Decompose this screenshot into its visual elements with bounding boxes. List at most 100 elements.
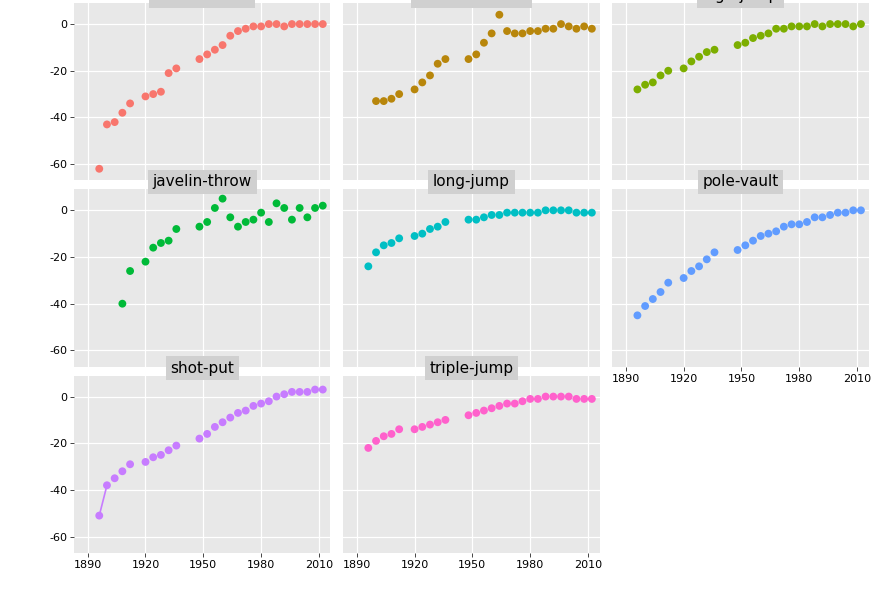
Point [561,205,575,215]
Point [169,441,183,450]
Point [485,403,498,413]
Point [746,236,760,246]
Point [408,425,422,434]
Point [369,436,383,446]
Point [361,262,375,271]
Point [646,294,660,304]
Point [384,94,398,104]
Point [470,49,484,59]
Point [208,45,222,54]
Point [278,203,292,213]
Point [262,397,276,406]
Point [154,87,168,97]
Point [254,21,268,31]
Point [231,408,245,418]
Point [539,205,553,215]
Point [800,21,814,31]
Point [661,278,675,288]
Point [316,385,330,395]
Point [200,429,214,439]
Point [361,443,375,453]
Point [846,21,860,31]
Point [208,422,222,432]
Point [815,21,829,31]
Point [115,299,129,309]
Point [554,19,568,29]
Point [408,84,422,94]
Point [539,392,553,401]
Point [531,208,545,218]
Point [308,19,322,29]
Point [416,78,430,87]
Point [485,210,498,220]
Point [815,213,829,222]
Point [146,243,160,252]
Point [707,247,721,257]
Point [93,164,107,174]
Point [700,47,714,57]
Point [123,98,137,108]
Point [408,231,422,241]
Point [539,24,553,34]
Point [278,21,292,31]
Text: discus-throw: discus-throw [154,0,251,3]
Point [839,19,853,29]
Point [585,24,599,34]
Point [384,238,398,248]
Point [531,26,545,36]
Point [638,80,652,90]
Point [700,254,714,264]
Point [684,266,698,276]
Point [839,208,853,218]
Point [423,420,437,430]
Point [231,26,245,36]
Point [438,54,452,64]
Point [585,208,599,218]
Point [162,236,175,246]
Point [192,222,206,232]
Point [285,19,299,29]
Point [500,399,514,409]
Point [262,217,276,227]
Point [739,241,753,251]
Point [200,217,214,227]
Point [477,213,491,222]
Point [462,214,476,224]
Point [500,208,514,218]
Point [739,38,753,48]
Point [492,210,506,220]
Point [270,199,284,208]
Point [100,480,114,490]
Point [561,392,575,401]
Point [577,208,591,218]
Point [515,29,529,38]
Point [854,19,868,29]
Text: hammer-throw: hammer-throw [415,0,528,3]
Point [677,273,691,283]
Point [515,397,529,406]
Point [392,233,406,243]
Point [769,24,783,34]
Point [223,31,237,40]
Point [154,450,168,460]
Point [585,394,599,404]
Point [115,108,129,118]
Point [223,412,237,422]
Text: long-jump: long-jump [433,174,510,189]
Point [416,422,430,432]
Point [146,452,160,462]
Point [569,208,583,218]
Point [846,205,860,215]
Point [508,399,522,409]
Point [316,19,330,29]
Point [546,24,560,34]
Point [423,70,437,80]
Point [216,194,230,203]
Point [523,26,537,36]
Point [254,208,268,218]
Point [139,257,153,266]
Point [169,64,183,73]
Point [523,208,537,218]
Point [146,89,160,99]
Point [462,54,476,64]
